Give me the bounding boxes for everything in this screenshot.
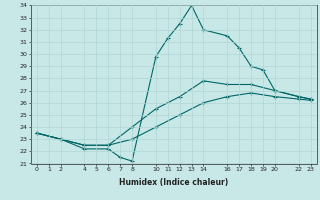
X-axis label: Humidex (Indice chaleur): Humidex (Indice chaleur) <box>119 178 228 187</box>
